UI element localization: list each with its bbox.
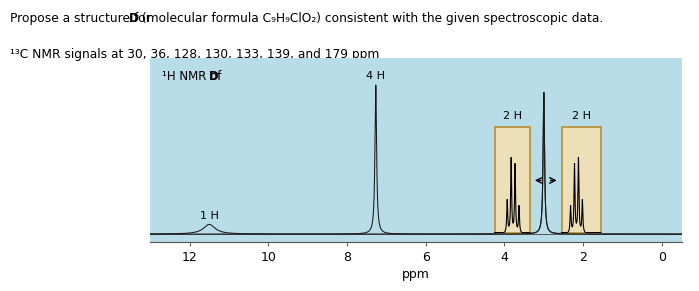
Bar <box>561 127 601 233</box>
Text: (molecular formula C₉H₉ClO₂) consistent with the given spectroscopic data.: (molecular formula C₉H₉ClO₂) consistent … <box>138 12 603 25</box>
Text: D: D <box>208 70 218 83</box>
Text: 2 H: 2 H <box>503 111 522 121</box>
Bar <box>495 127 530 233</box>
Text: D: D <box>129 12 139 25</box>
Text: 4 H: 4 H <box>366 70 385 81</box>
Text: ¹H NMR of: ¹H NMR of <box>162 70 225 83</box>
Text: 2 H: 2 H <box>572 111 591 121</box>
Text: 1 H: 1 H <box>200 211 219 221</box>
Text: Propose a structure for: Propose a structure for <box>10 12 155 25</box>
X-axis label: ppm: ppm <box>402 268 430 281</box>
Text: ¹³C NMR signals at 30, 36, 128, 130, 133, 139, and 179 ppm: ¹³C NMR signals at 30, 36, 128, 130, 133… <box>10 48 380 61</box>
